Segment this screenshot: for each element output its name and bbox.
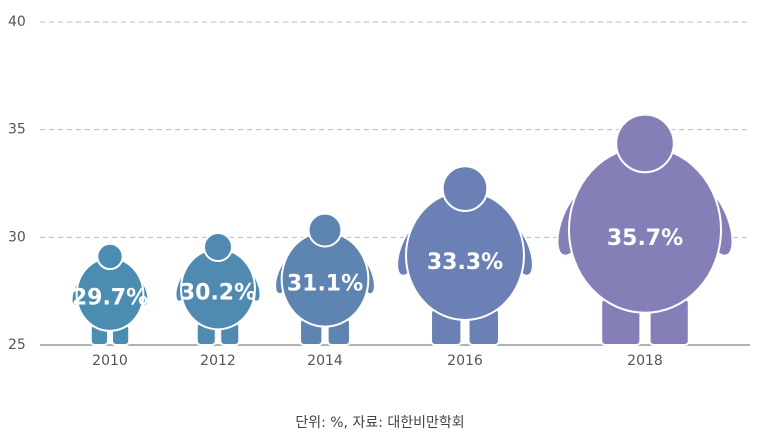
x-tick-label: 2014 [307,353,343,369]
figure-head [96,242,124,271]
figure [274,212,376,347]
figure [174,232,262,347]
value-label: 29.7% [72,285,148,310]
value-label: 30.2% [180,280,256,305]
figure [556,113,734,347]
x-tick-label: 2010 [92,353,128,369]
value-label: 35.7% [607,226,683,251]
figure-head [203,232,233,263]
x-tick-label: 2016 [447,353,483,369]
figure [396,165,534,347]
value-label: 31.1% [287,272,363,297]
y-tick-label: 40 [8,14,26,30]
x-tick-label: 2012 [200,353,236,369]
figure [70,242,150,346]
y-tick-label: 35 [8,122,26,138]
figure-head [441,165,489,212]
y-tick-label: 30 [8,229,26,245]
y-tick-label: 25 [8,337,26,353]
figure-head [307,212,343,248]
figure-head [615,113,675,174]
x-tick-label: 2018 [627,353,663,369]
value-label: 33.3% [427,250,503,275]
source-note: 단위: %, 자료: 대한비만학회 [295,415,464,431]
